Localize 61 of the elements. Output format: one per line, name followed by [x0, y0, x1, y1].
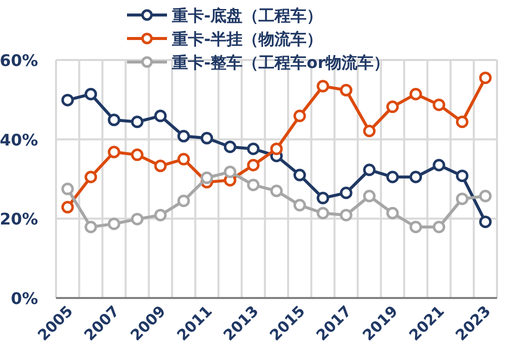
point [432, 158, 446, 172]
point [386, 170, 399, 184]
point [316, 192, 330, 204]
point [224, 166, 236, 178]
point [154, 110, 167, 122]
point [270, 184, 283, 198]
point [61, 182, 74, 196]
point [247, 142, 260, 156]
point [108, 218, 120, 230]
point [224, 140, 236, 154]
point [340, 84, 352, 96]
point [293, 198, 306, 212]
point [456, 192, 468, 206]
point [84, 88, 98, 100]
y-tick-label: 20% [0, 210, 38, 229]
point [410, 220, 422, 234]
point [410, 170, 422, 184]
point [154, 208, 167, 222]
point [363, 190, 376, 202]
point [130, 116, 144, 128]
legend-label: 重卡-底盘（工程车） [171, 6, 323, 25]
point [61, 94, 74, 106]
point [84, 220, 98, 234]
y-tick-label: 60% [0, 51, 38, 70]
point [340, 186, 352, 200]
point [247, 178, 260, 192]
legend-label: 重卡-半挂（物流车） [171, 30, 323, 48]
y-tick-label: 40% [0, 130, 38, 150]
point [84, 170, 98, 184]
point [479, 72, 492, 84]
point [363, 124, 376, 138]
point [316, 206, 330, 220]
point [316, 80, 330, 92]
point [386, 100, 399, 114]
point [177, 194, 190, 208]
point [177, 152, 190, 166]
point [108, 146, 120, 158]
point [479, 190, 492, 202]
point [270, 142, 283, 156]
point [410, 88, 422, 100]
legend-label: 重卡-整车（工程车or物流车） [171, 53, 390, 72]
point [200, 172, 214, 184]
point [61, 200, 74, 214]
point [293, 168, 306, 182]
point [130, 212, 144, 226]
point [456, 170, 468, 182]
point [340, 208, 352, 222]
point [479, 216, 492, 228]
point [293, 110, 306, 122]
point [386, 206, 399, 220]
point [363, 164, 376, 176]
point [247, 158, 260, 172]
point [154, 160, 167, 172]
point [456, 116, 468, 128]
point [108, 114, 120, 126]
point [130, 148, 144, 162]
point [200, 132, 214, 144]
y-tick-label: 0% [10, 289, 38, 308]
point [432, 98, 446, 112]
point [177, 130, 190, 142]
point [432, 220, 446, 234]
